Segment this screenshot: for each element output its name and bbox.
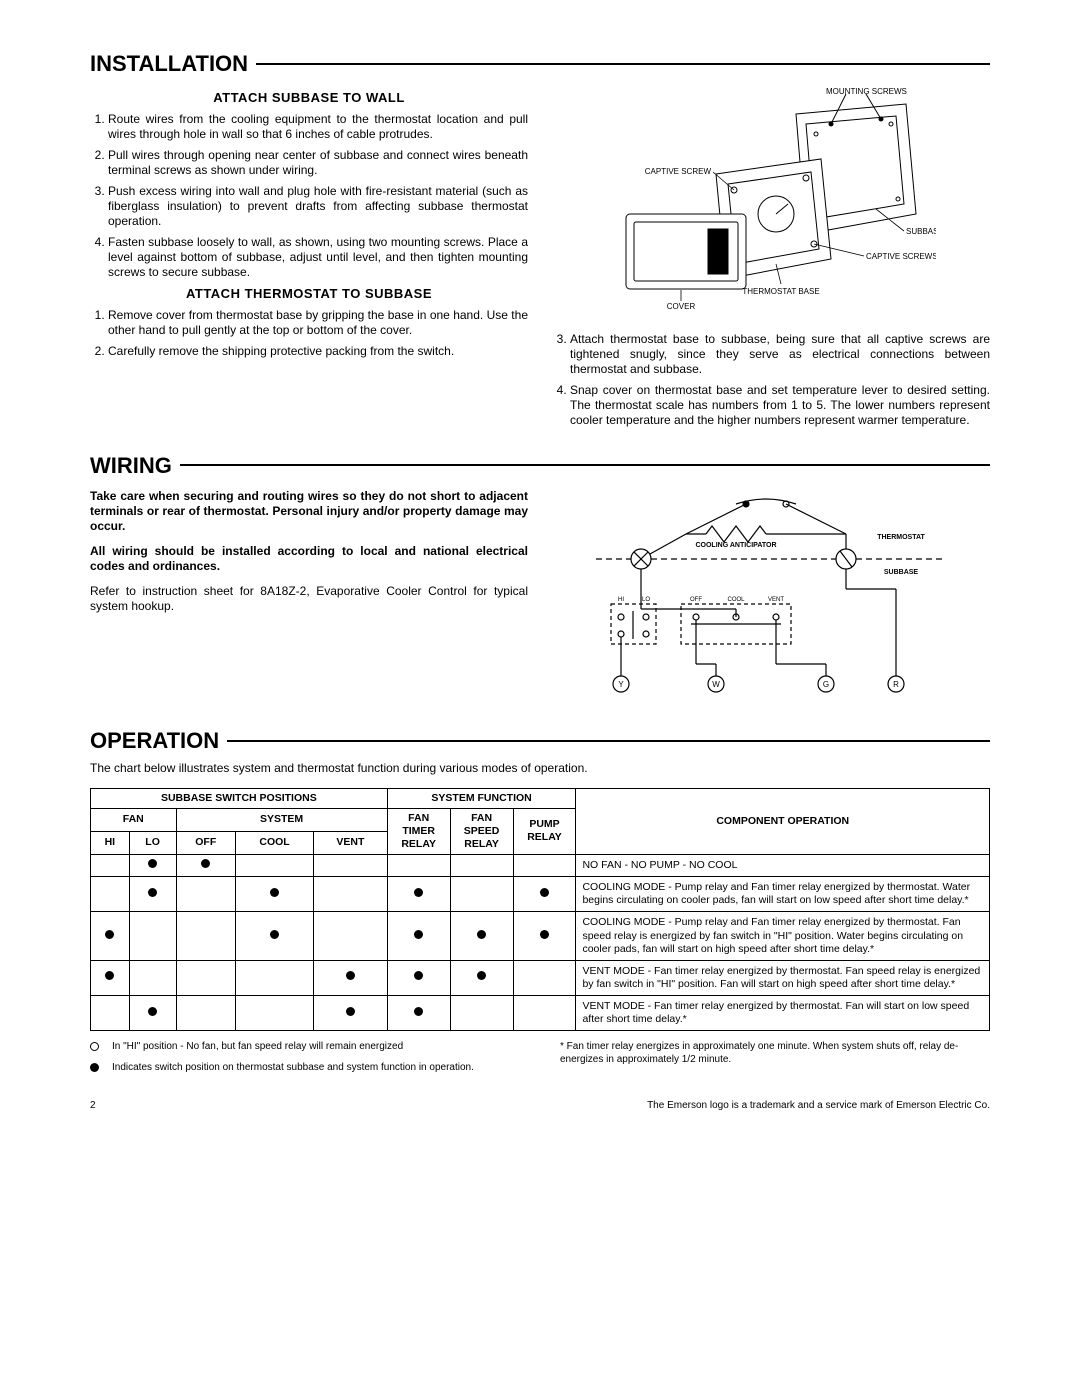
step: Remove cover from thermostat base by gri… <box>108 308 528 338</box>
svg-text:VENT: VENT <box>768 597 784 603</box>
legend-open-circle-icon <box>90 1042 99 1051</box>
step: Attach thermostat base to subbase, being… <box>570 332 990 377</box>
step: Fasten subbase loosely to wall, as shown… <box>108 235 528 280</box>
th-system: SYSTEM <box>176 808 387 831</box>
th-lo: LO <box>129 831 176 854</box>
svg-text:THERMOSTAT BASE: THERMOSTAT BASE <box>742 287 819 296</box>
heading-text: WIRING <box>90 452 172 480</box>
th-vent: VENT <box>314 831 388 854</box>
th-pr: PUMPRELAY <box>527 818 562 843</box>
table-row: VENT MODE - Fan timer relay energized by… <box>91 960 990 995</box>
step: Push excess wiring into wall and plug ho… <box>108 184 528 229</box>
step: Route wires from the cooling equipment t… <box>108 112 528 142</box>
subhead-attach-thermostat: ATTACH THERMOSTAT TO SUBBASE <box>90 286 528 302</box>
heading-text: OPERATION <box>90 727 219 755</box>
svg-text:THERMOSTAT: THERMOSTAT <box>877 534 925 541</box>
table-row: COOLING MODE - Pump relay and Fan timer … <box>91 912 990 960</box>
svg-text:W: W <box>712 680 720 689</box>
section-title-wiring: WIRING <box>90 452 990 480</box>
steps-subbase: Route wires from the cooling equipment t… <box>90 112 528 280</box>
step: Carefully remove the shipping protective… <box>108 344 528 359</box>
steps-thermostat-a: Remove cover from thermostat base by gri… <box>90 308 528 359</box>
operation-intro: The chart below illustrates system and t… <box>90 761 990 776</box>
svg-text:Y: Y <box>618 680 624 689</box>
section-title-installation: INSTALLATION <box>90 50 990 78</box>
wiring-warning-1: Take care when securing and routing wire… <box>90 489 528 534</box>
svg-text:SUBBASE: SUBBASE <box>906 227 936 236</box>
svg-text:CAPTIVE SCREW: CAPTIVE SCREW <box>645 167 712 176</box>
step: Pull wires through opening near center o… <box>108 148 528 178</box>
page-footer: 2 The Emerson logo is a trademark and a … <box>90 1100 990 1113</box>
svg-text:COVER: COVER <box>667 302 696 311</box>
legend-text-2: Indicates switch position on thermostat … <box>112 1062 474 1077</box>
svg-text:MOUNTING SCREWS: MOUNTING SCREWS <box>826 87 907 96</box>
th-fsr: FANSPEEDRELAY <box>464 812 500 850</box>
wiring-ref: Refer to instruction sheet for 8A18Z-2, … <box>90 584 528 614</box>
operation-table: SUBBASE SWITCH POSITIONS SYSTEM FUNCTION… <box>90 788 990 1032</box>
th-cool: COOL <box>236 831 314 854</box>
svg-text:G: G <box>823 680 829 689</box>
th-hi: HI <box>91 831 130 854</box>
table-row: NO FAN - NO PUMP - NO COOL <box>91 855 990 877</box>
th-compop: COMPONENT OPERATION <box>576 788 990 855</box>
rule <box>227 740 990 742</box>
wiring-diagram: COOLING ANTICIPATOR THERMOSTAT SUBBASE H… <box>552 489 990 709</box>
rule <box>180 464 990 466</box>
th-off: OFF <box>176 831 236 854</box>
th-sysfunc: SYSTEM FUNCTION <box>387 788 576 808</box>
svg-text:HI: HI <box>618 597 624 603</box>
operation-footnotes: In "HI" position - No fan, but fan speed… <box>90 1041 990 1082</box>
table-row: VENT MODE - Fan timer relay energized by… <box>91 996 990 1031</box>
steps-thermostat-b: Attach thermostat base to subbase, being… <box>552 332 990 428</box>
svg-text:SUBBASE: SUBBASE <box>884 569 919 576</box>
heading-text: INSTALLATION <box>90 50 248 78</box>
subhead-attach-subbase: ATTACH SUBBASE TO WALL <box>90 90 528 106</box>
svg-text:COOLING ANTICIPATOR: COOLING ANTICIPATOR <box>695 542 776 549</box>
th-ftr: FANTIMERRELAY <box>401 812 436 850</box>
table-row: COOLING MODE - Pump relay and Fan timer … <box>91 877 990 912</box>
installation-diagram: MOUNTING SCREWS CAPTIVE SCREW SUBBASE CA… <box>552 84 990 324</box>
wiring-warning-2: All wiring should be installed according… <box>90 544 528 574</box>
section-title-operation: OPERATION <box>90 727 990 755</box>
svg-text:COOL: COOL <box>727 597 745 603</box>
svg-text:LO: LO <box>642 597 650 603</box>
legend-filled-dot-icon <box>90 1063 99 1072</box>
th-subbase: SUBBASE SWITCH POSITIONS <box>91 788 388 808</box>
rule <box>256 63 990 65</box>
legend-text-3: * Fan timer relay energizes in approxima… <box>560 1041 990 1066</box>
svg-text:CAPTIVE SCREWS: CAPTIVE SCREWS <box>866 252 936 261</box>
svg-text:R: R <box>893 680 899 689</box>
legend-text-1: In "HI" position - No fan, but fan speed… <box>112 1041 403 1056</box>
page-number: 2 <box>90 1100 96 1113</box>
th-fan: FAN <box>91 808 177 831</box>
trademark-note: The Emerson logo is a trademark and a se… <box>647 1100 990 1113</box>
step: Snap cover on thermostat base and set te… <box>570 383 990 428</box>
svg-text:OFF: OFF <box>690 597 702 603</box>
